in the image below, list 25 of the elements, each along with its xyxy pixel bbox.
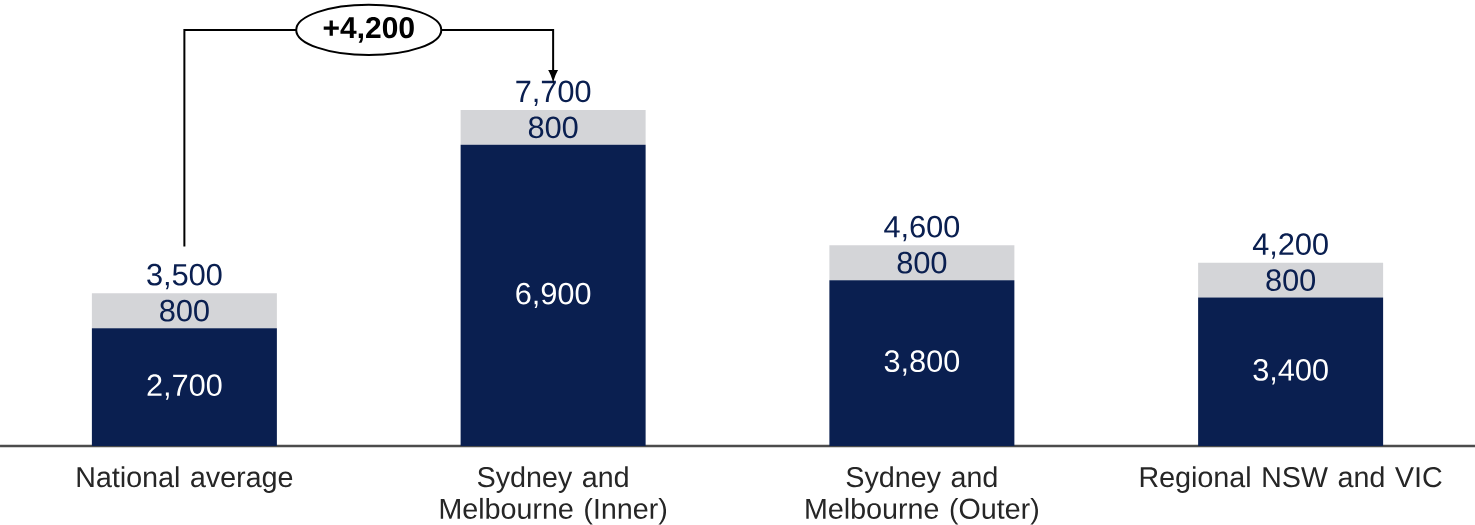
bar — [91, 293, 277, 329]
total-label: 4,200 — [1252, 233, 1328, 259]
bar — [829, 280, 1015, 446]
data-label: 3,800 — [884, 350, 960, 376]
data-label: 800 — [160, 299, 209, 322]
data-label: 800 — [1266, 269, 1316, 291]
data-label: 800 — [528, 116, 578, 139]
bar — [460, 109, 646, 145]
data-label: 6,900 — [516, 282, 591, 309]
x-tick-label: National average — [77, 466, 293, 493]
data-label: 3,400 — [1253, 359, 1328, 385]
bar — [829, 245, 1015, 281]
total-label: 3,500 — [147, 263, 222, 290]
data-label: 2,700 — [147, 374, 222, 400]
bar — [460, 144, 646, 446]
bar — [1198, 297, 1384, 446]
data-label: 800 — [897, 251, 947, 274]
bar — [1198, 262, 1384, 298]
text: +4,200 — [323, 17, 414, 43]
total-label: 7,700 — [516, 80, 591, 106]
bar — [91, 328, 277, 446]
x-tick-label: Sydney and Melbourne (Inner) — [440, 466, 667, 525]
total-label: 4,600 — [884, 215, 960, 242]
x-tick-label: Regional NSW and VIC — [1140, 466, 1442, 493]
x-tick-label: Sydney and Melbourne (Outer) — [806, 466, 1038, 525]
